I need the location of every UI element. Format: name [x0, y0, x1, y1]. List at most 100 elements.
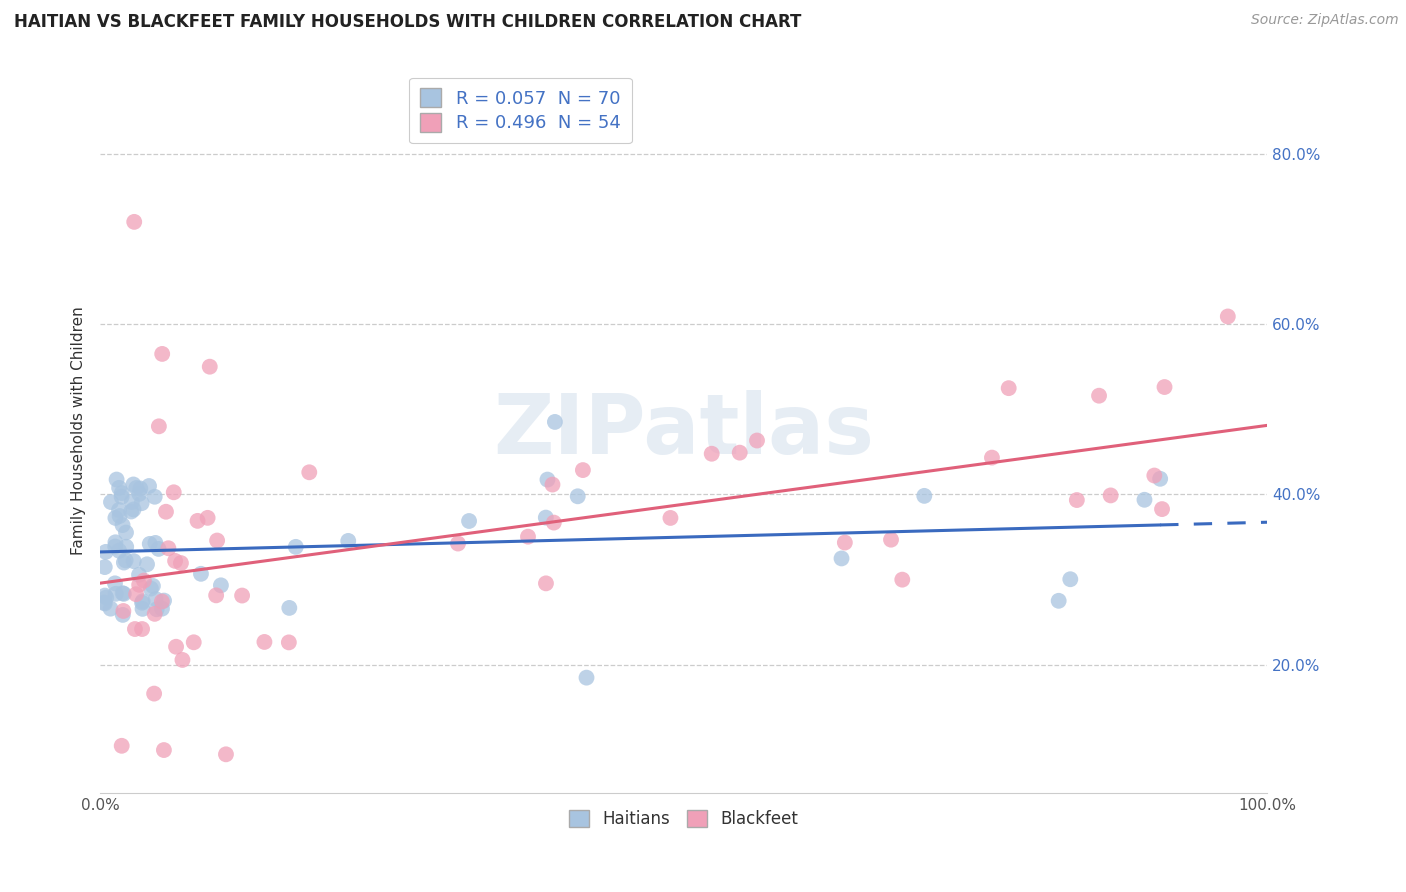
- Point: [108, 503, 131, 517]
- Point: [1133, 492, 1156, 507]
- Point: [1088, 389, 1111, 403]
- Point: [163, 485, 186, 500]
- Point: [298, 465, 321, 479]
- Point: [172, 653, 194, 667]
- Point: [111, 739, 134, 753]
- Point: [165, 640, 187, 654]
- Point: [187, 514, 209, 528]
- Y-axis label: Family Households with Children: Family Households with Children: [72, 306, 86, 555]
- Point: [129, 482, 152, 496]
- Point: [125, 587, 148, 601]
- Point: [112, 587, 135, 601]
- Point: [153, 593, 176, 607]
- Point: [139, 582, 162, 596]
- Point: [145, 602, 167, 616]
- Point: [104, 576, 127, 591]
- Point: [278, 601, 301, 615]
- Point: [197, 511, 219, 525]
- Point: [111, 586, 134, 600]
- Point: [153, 743, 176, 757]
- Point: [148, 541, 170, 556]
- Point: [111, 486, 134, 500]
- Point: [104, 535, 127, 549]
- Point: [543, 516, 565, 530]
- Point: [136, 558, 159, 572]
- Point: [131, 602, 153, 616]
- Point: [145, 592, 167, 607]
- Point: [138, 479, 160, 493]
- Point: [143, 687, 166, 701]
- Point: [100, 601, 122, 615]
- Point: [108, 543, 131, 558]
- Point: [575, 671, 598, 685]
- Point: [104, 587, 127, 601]
- Point: [1099, 488, 1122, 502]
- Point: [111, 490, 134, 504]
- Point: [93, 596, 115, 610]
- Point: [190, 566, 212, 581]
- Point: [1149, 472, 1171, 486]
- Point: [997, 381, 1019, 395]
- Point: [981, 450, 1004, 465]
- Point: [165, 554, 187, 568]
- Point: [122, 215, 145, 229]
- Point: [534, 510, 557, 524]
- Point: [1150, 502, 1173, 516]
- Point: [728, 445, 751, 459]
- Point: [209, 578, 232, 592]
- Point: [150, 601, 173, 615]
- Point: [112, 556, 135, 570]
- Point: [458, 514, 481, 528]
- Point: [128, 578, 150, 592]
- Point: [1047, 594, 1070, 608]
- Point: [284, 540, 307, 554]
- Point: [111, 518, 134, 533]
- Point: [122, 477, 145, 491]
- Point: [94, 560, 117, 574]
- Point: [183, 635, 205, 649]
- Point: [104, 540, 127, 554]
- Point: [155, 505, 177, 519]
- Point: [94, 545, 117, 559]
- Point: [1059, 572, 1081, 586]
- Point: [567, 489, 589, 503]
- Point: [277, 635, 299, 649]
- Point: [891, 573, 914, 587]
- Point: [572, 463, 595, 477]
- Point: [131, 622, 153, 636]
- Point: [128, 487, 150, 501]
- Point: [517, 530, 540, 544]
- Point: [834, 535, 856, 549]
- Point: [94, 597, 117, 611]
- Point: [1066, 493, 1088, 508]
- Point: [1143, 468, 1166, 483]
- Point: [121, 495, 143, 509]
- Point: [108, 481, 131, 495]
- Point: [122, 554, 145, 568]
- Point: [139, 537, 162, 551]
- Point: [337, 533, 360, 548]
- Point: [659, 511, 682, 525]
- Point: [124, 622, 146, 636]
- Point: [94, 589, 117, 603]
- Point: [544, 415, 567, 429]
- Point: [132, 574, 155, 588]
- Point: [143, 607, 166, 621]
- Legend: Haitians, Blackfeet: Haitians, Blackfeet: [562, 804, 804, 835]
- Text: ZIPatlas: ZIPatlas: [494, 390, 875, 471]
- Text: HAITIAN VS BLACKFEET FAMILY HOUSEHOLDS WITH CHILDREN CORRELATION CHART: HAITIAN VS BLACKFEET FAMILY HOUSEHOLDS W…: [14, 13, 801, 31]
- Point: [115, 540, 138, 554]
- Point: [205, 588, 228, 602]
- Point: [122, 502, 145, 516]
- Point: [157, 541, 180, 556]
- Point: [700, 447, 723, 461]
- Point: [150, 347, 173, 361]
- Point: [114, 553, 136, 567]
- Point: [131, 594, 153, 608]
- Point: [536, 473, 558, 487]
- Point: [131, 596, 153, 610]
- Point: [534, 576, 557, 591]
- Point: [447, 536, 470, 550]
- Point: [198, 359, 221, 374]
- Point: [231, 589, 253, 603]
